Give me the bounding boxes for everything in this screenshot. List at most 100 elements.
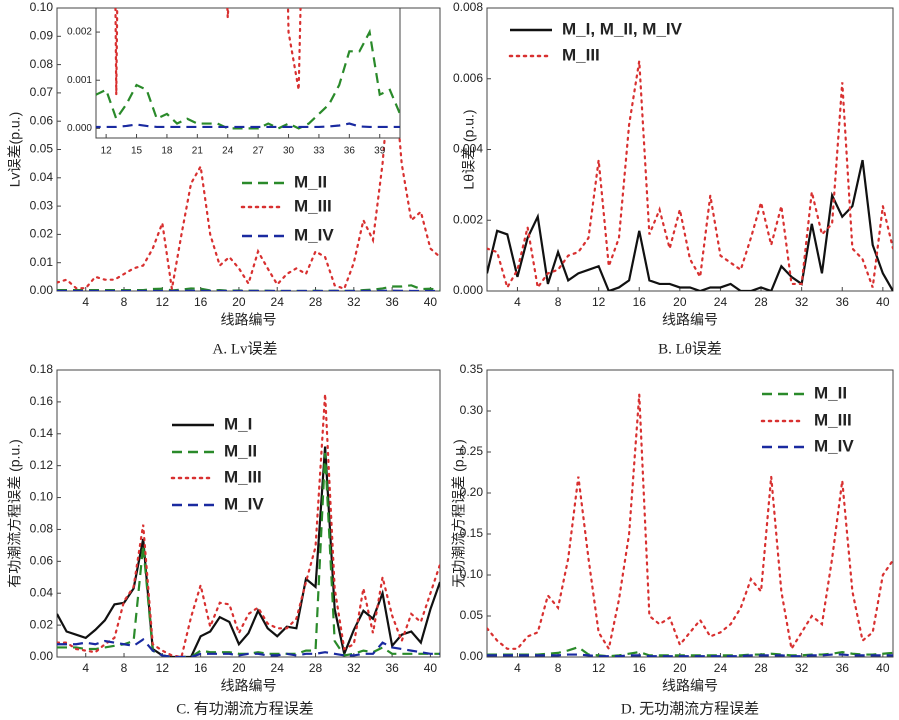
y-tick-label: 0.04 (30, 170, 54, 184)
x-tick-label: 20 (232, 295, 246, 309)
y-tick-label: 0.07 (30, 85, 54, 99)
y-tick-label: 0.06 (30, 113, 54, 127)
x-tick-label: 20 (232, 661, 246, 675)
x-tick-label: 21 (192, 146, 204, 157)
y-tick-label: 0.00 (30, 649, 54, 663)
legend-label: M_II (294, 172, 327, 191)
y-tick-label: 0.03 (30, 198, 54, 212)
y-axis-label: 无功潮流方程误差 (p.u.) (451, 439, 467, 588)
x-tick-label: 36 (836, 295, 850, 309)
legend-label: M_IV (294, 225, 334, 244)
x-tick-label: 32 (795, 295, 809, 309)
series-line (487, 60, 893, 291)
y-tick-label: 0.01 (30, 255, 54, 269)
inset-frame (95, 7, 401, 139)
x-tick-label: 15 (131, 146, 143, 157)
y-axis-label: Lv误差(p.u.) (7, 112, 23, 187)
x-tick-label: 27 (253, 146, 265, 157)
y-tick-label: 0.04 (30, 585, 54, 599)
x-tick-label: 39 (374, 146, 386, 157)
legend-label: M_I (224, 414, 252, 433)
x-tick-label: 4 (514, 295, 521, 309)
x-tick-label: 12 (592, 295, 606, 309)
x-tick-label: 12 (156, 661, 170, 675)
y-tick-label: 0.000 (67, 123, 92, 134)
legend-label: M_IV (814, 436, 854, 455)
legend-label: M_III (562, 45, 600, 64)
x-tick-label: 4 (82, 661, 89, 675)
x-tick-label: 40 (876, 295, 890, 309)
y-tick-label: 0.09 (30, 28, 54, 42)
x-tick-label: 28 (754, 295, 768, 309)
legend-label: M_III (224, 467, 262, 486)
caption: B. Lθ误差 (658, 340, 722, 357)
y-tick-label: 0.16 (30, 394, 54, 408)
x-tick-label: 24 (222, 146, 234, 157)
caption: A. Lv误差 (213, 340, 278, 357)
x-tick-label: 40 (876, 661, 890, 675)
x-tick-label: 4 (82, 295, 89, 309)
x-tick-label: 36 (385, 295, 399, 309)
x-axis-label: 线路编号 (662, 678, 718, 694)
x-tick-label: 4 (514, 661, 521, 675)
x-tick-label: 8 (121, 661, 128, 675)
y-tick-label: 0.14 (30, 426, 54, 440)
y-axis-label: Lθ误差 (p.u.) (461, 109, 477, 189)
y-tick-label: 0.18 (30, 362, 54, 376)
legend-label: M_II (814, 383, 847, 402)
series-line (57, 638, 440, 657)
y-tick-label: 0.00 (460, 649, 484, 663)
y-tick-label: 0.10 (460, 567, 484, 581)
x-tick-label: 40 (424, 661, 438, 675)
y-tick-label: 0.06 (30, 554, 54, 568)
y-tick-label: 0.008 (453, 0, 483, 14)
y-tick-label: 0.10 (30, 0, 54, 14)
x-tick-label: 16 (194, 661, 208, 675)
x-tick-label: 8 (555, 661, 562, 675)
x-tick-label: 24 (714, 661, 728, 675)
x-tick-label: 12 (101, 146, 113, 157)
y-tick-label: 0.00 (30, 283, 54, 297)
legend-label: M_III (814, 410, 852, 429)
y-tick-label: 0.20 (460, 485, 484, 499)
x-tick-label: 16 (194, 295, 208, 309)
y-tick-label: 0.05 (460, 608, 484, 622)
x-tick-label: 36 (385, 661, 399, 675)
x-tick-label: 36 (836, 661, 850, 675)
y-axis-label: 有功潮流方程误差 (p.u.) (7, 439, 23, 588)
legend-label: M_I, M_II, M_IV (562, 19, 683, 38)
x-tick-label: 40 (424, 295, 438, 309)
y-tick-label: 0.004 (453, 142, 483, 156)
x-tick-label: 24 (271, 661, 285, 675)
x-tick-label: 28 (754, 661, 768, 675)
y-tick-label: 0.002 (453, 212, 483, 226)
legend-label: M_IV (224, 494, 264, 513)
legend-label: M_III (294, 196, 332, 215)
x-tick-label: 16 (633, 295, 647, 309)
y-tick-label: 0.02 (30, 617, 54, 631)
x-tick-label: 8 (555, 295, 562, 309)
series-line (96, 28, 400, 130)
x-tick-label: 36 (344, 146, 356, 157)
x-tick-label: 33 (313, 146, 325, 157)
x-tick-label: 30 (283, 146, 295, 157)
x-tick-label: 32 (347, 295, 361, 309)
y-tick-label: 0.08 (30, 522, 54, 536)
legend-label: M_II (224, 441, 257, 460)
x-tick-label: 32 (347, 661, 361, 675)
y-tick-label: 0.08 (30, 57, 54, 71)
x-tick-label: 32 (795, 661, 809, 675)
x-tick-label: 24 (271, 295, 285, 309)
x-tick-label: 20 (673, 661, 687, 675)
y-tick-label: 0.12 (30, 458, 54, 472)
x-axis-label: 线路编号 (221, 312, 277, 328)
series-line (487, 653, 893, 657)
x-tick-label: 20 (673, 295, 687, 309)
y-tick-label: 0.05 (30, 142, 54, 156)
y-tick-label: 0.002 (67, 27, 92, 38)
y-tick-label: 0.30 (460, 403, 484, 417)
x-tick-label: 24 (714, 295, 728, 309)
series-line (487, 159, 893, 291)
x-tick-label: 18 (161, 146, 173, 157)
